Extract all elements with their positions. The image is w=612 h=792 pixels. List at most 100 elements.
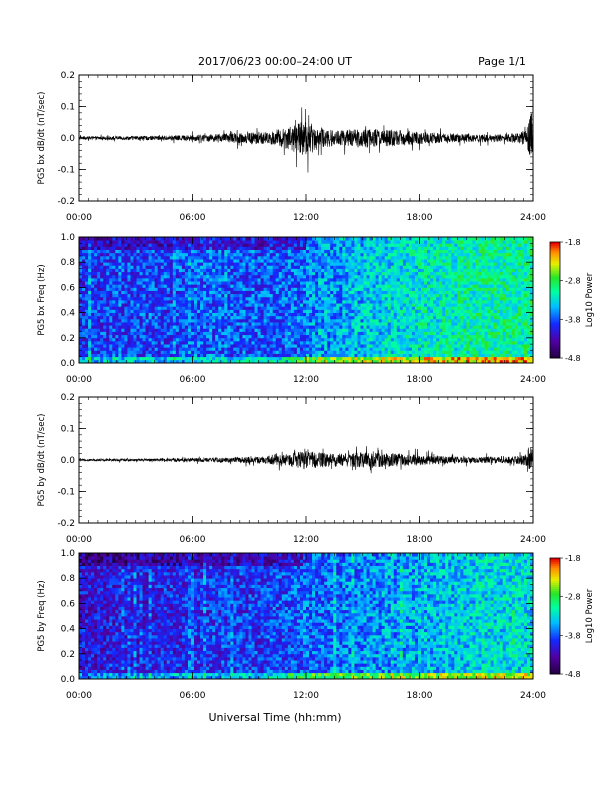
spectrogram-cell (263, 309, 268, 313)
spectrogram-cell (384, 271, 389, 276)
spectrogram-cell (372, 249, 377, 254)
spectrogram-cell (212, 334, 216, 339)
spectrogram-cell (109, 315, 113, 320)
spectrogram-cell (145, 268, 150, 273)
spectrogram-cell (209, 290, 213, 295)
spectrogram-cell (209, 325, 213, 329)
spectrogram-cell (309, 350, 313, 354)
spectrogram-cell (363, 290, 367, 295)
spectrogram-cell (342, 315, 346, 320)
spectrogram-cell (100, 312, 104, 317)
spectrogram-cell (169, 290, 174, 295)
spectrogram-cell (166, 340, 171, 345)
spectrogram-cell (375, 271, 380, 276)
spectrogram-cell (402, 243, 407, 247)
spectrogram-cell (360, 306, 364, 310)
spectrogram-cell (327, 337, 331, 342)
spectrogram-cell (306, 246, 310, 250)
spectrogram-cell (251, 344, 255, 348)
spectrogram-cell (324, 290, 328, 295)
y-tick-label: -0.1 (57, 166, 75, 176)
spectrogram-cell (333, 337, 337, 342)
spectrogram-cell (181, 353, 186, 358)
spectrogram-cell (436, 306, 440, 310)
spectrogram-cell (115, 240, 119, 244)
spectrogram-cell (200, 353, 204, 358)
spectrogram-cell (206, 312, 210, 317)
spectrogram-cell (333, 287, 337, 291)
spectrogram-cell (306, 309, 310, 313)
spectrogram-cell (91, 277, 95, 282)
spectrogram-cell (306, 328, 310, 332)
spectrogram-cell (321, 337, 325, 342)
spectrogram-cell (100, 265, 104, 269)
spectrogram-cell (233, 306, 237, 310)
spectrogram-cell (254, 243, 258, 247)
spectrogram-cell (378, 281, 383, 285)
spectrogram-cell (218, 340, 222, 345)
spectrogram-cell (318, 356, 322, 361)
spectrogram-cell (203, 315, 207, 320)
spectrogram-cell (91, 306, 95, 310)
spectrogram-cell (178, 309, 183, 313)
spectrogram-cell (272, 259, 277, 263)
spectrogram-cell (263, 271, 268, 276)
spectrogram-cell (163, 303, 168, 307)
spectrogram-cell (348, 347, 352, 351)
spectrogram-cell (136, 309, 140, 313)
spectrogram-cell (369, 287, 373, 291)
spectrogram-cell (336, 328, 340, 332)
spectrogram-cell (306, 252, 310, 257)
spectrogram-cell (233, 262, 237, 266)
spectrogram-cell (194, 347, 198, 351)
spectrogram-cell (215, 274, 219, 279)
spectrogram-cell (151, 312, 156, 317)
spectrogram-cell (378, 243, 383, 247)
spectrogram-cell (106, 303, 110, 307)
spectrogram-cell (363, 303, 367, 307)
spectrogram-cell (103, 347, 107, 351)
spectrogram-cell (245, 274, 249, 279)
spectrogram-cell (430, 359, 434, 364)
spectrogram-cell (378, 252, 383, 257)
spectrogram-cell (100, 300, 104, 304)
spectrogram-cell (287, 259, 292, 263)
spectrogram-cell (424, 312, 428, 317)
spectrogram-cell (299, 303, 304, 307)
spectrogram-cell (127, 312, 131, 317)
spectrogram-cell (142, 255, 146, 260)
spectrogram-cell (209, 344, 213, 348)
spectrogram-cell (175, 306, 180, 310)
spectrogram-cell (396, 353, 401, 358)
spectrogram-cell (206, 325, 210, 329)
spectrogram-cell (151, 337, 156, 342)
spectrogram-cell (290, 240, 295, 244)
spectrogram-cell (251, 300, 255, 304)
spectrogram-cell (384, 340, 389, 345)
spectrogram-cell (357, 306, 361, 310)
spectrogram-cell (351, 277, 355, 282)
spectrogram-cell (266, 328, 271, 332)
spectrogram-cell (160, 318, 165, 323)
spectrogram-cell (206, 284, 210, 288)
spectrogram-cell (88, 287, 92, 291)
spectrogram-cell (363, 318, 367, 323)
spectrogram-cell (269, 306, 274, 310)
spectrogram-cell (336, 284, 340, 288)
spectrogram-cell (321, 322, 325, 326)
spectrogram-cell (296, 350, 301, 354)
spectrogram-cell (375, 325, 380, 329)
spectrogram-cell (324, 271, 328, 276)
spectrogram-cell (79, 315, 83, 320)
spectrogram-cell (118, 306, 122, 310)
spectrogram-cell (127, 322, 131, 326)
spectrogram-cell (381, 284, 386, 288)
spectrogram-cell (209, 287, 213, 291)
spectrogram-cell (254, 246, 258, 250)
spectrogram-cell (339, 315, 343, 320)
spectrogram-cell (181, 246, 186, 250)
spectrogram-cell (375, 315, 380, 320)
spectrogram-cell (91, 322, 95, 326)
spectrogram-cell (269, 309, 274, 313)
spectrogram-cell (399, 277, 404, 282)
